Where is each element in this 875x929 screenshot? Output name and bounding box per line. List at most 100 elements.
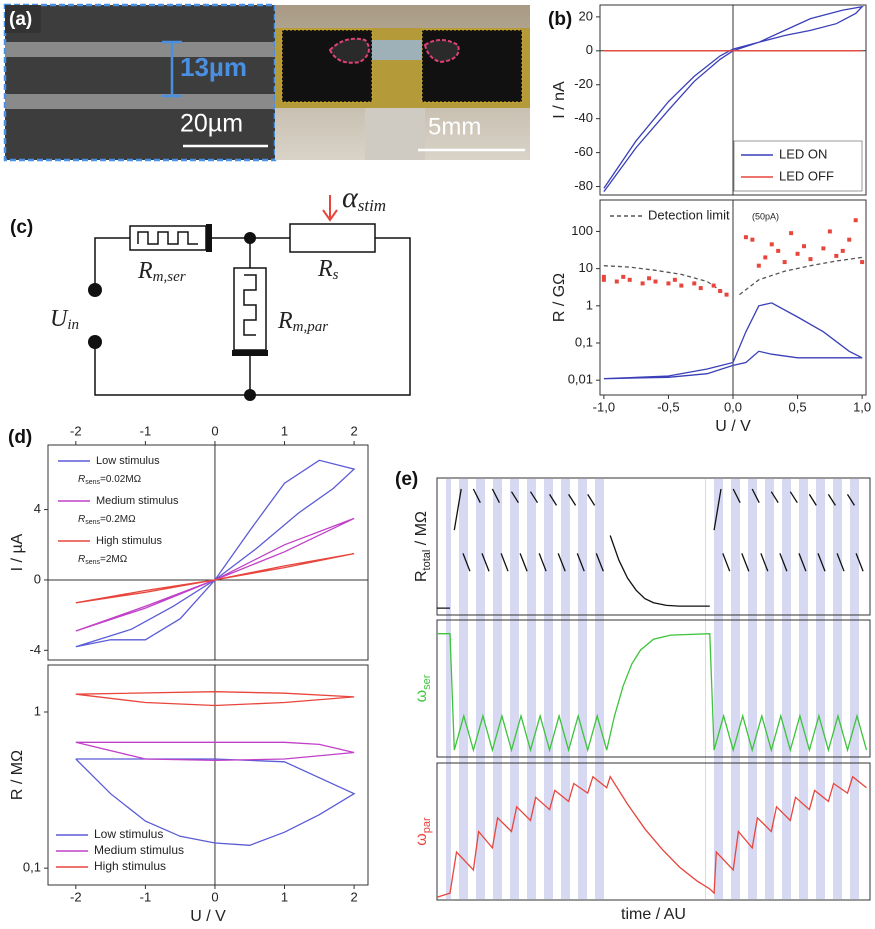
legend-box bbox=[733, 140, 863, 192]
data-line bbox=[75, 691, 355, 707]
data-line bbox=[75, 552, 355, 604]
scale-bar-label: 5mm bbox=[428, 113, 481, 140]
x-tick-label: -2 bbox=[70, 889, 82, 904]
x-tick-label: 1 bbox=[281, 889, 288, 904]
data-point bbox=[840, 248, 845, 253]
x-tick-label: -0,5 bbox=[657, 399, 679, 414]
legend-note: Rsens=2MΩ bbox=[78, 554, 128, 566]
data-point bbox=[763, 255, 768, 260]
plot-frame bbox=[436, 477, 871, 616]
x-tick-label: 2 bbox=[350, 889, 357, 904]
data-line bbox=[603, 302, 863, 380]
x-tick-label: 0 bbox=[211, 889, 218, 904]
data-point bbox=[601, 277, 606, 282]
plot-frame bbox=[47, 664, 369, 886]
data-point bbox=[601, 274, 606, 279]
y-tick-label: 0,1 bbox=[23, 860, 41, 875]
x-tick-label: -1,0 bbox=[593, 399, 615, 414]
y-axis-label: R / MΩ bbox=[9, 750, 26, 800]
stimulus-bands bbox=[446, 479, 606, 899]
y-tick-label: -80 bbox=[574, 178, 593, 193]
data-point bbox=[847, 237, 852, 242]
x-tick-label: 2 bbox=[350, 423, 357, 438]
memristor-label: Rm,par bbox=[277, 308, 328, 336]
legend-label: High stimulus bbox=[94, 859, 166, 873]
y-axis-label: ωser bbox=[413, 674, 433, 702]
y-tick-label: 0 bbox=[586, 42, 593, 57]
data-point bbox=[860, 260, 865, 265]
data-point bbox=[808, 257, 813, 262]
panel-label: (e) bbox=[395, 469, 418, 490]
y-tick-label: 1 bbox=[586, 297, 593, 312]
data-line bbox=[436, 775, 867, 898]
data-point bbox=[853, 218, 858, 223]
data-point bbox=[724, 292, 729, 297]
photo: 5mm bbox=[275, 5, 530, 160]
data-point bbox=[627, 277, 632, 282]
data-point bbox=[666, 281, 671, 286]
legend-label: Low stimulus bbox=[96, 455, 160, 467]
x-tick-label: 0,0 bbox=[724, 399, 742, 414]
y-tick-label: 0,01 bbox=[568, 372, 593, 387]
y-tick-label: -40 bbox=[574, 110, 593, 125]
x-tick-label: -2 bbox=[70, 423, 82, 438]
plot-frame bbox=[436, 762, 871, 901]
y-tick-label: 100 bbox=[571, 223, 593, 238]
data-point bbox=[621, 274, 626, 279]
legend-label: Low stimulus bbox=[94, 827, 163, 841]
y-axis-label: ωpar bbox=[413, 817, 433, 846]
data-line bbox=[437, 633, 868, 753]
plot-frame bbox=[436, 619, 871, 758]
data-point bbox=[653, 279, 658, 284]
circuit: (c) αstim Rs Rm,ser Rm,par Uin bbox=[10, 181, 411, 401]
source-label: Uin bbox=[50, 306, 79, 334]
y-axis-label: R / GΩ bbox=[551, 273, 568, 322]
data-point bbox=[698, 286, 703, 291]
data-point bbox=[782, 260, 787, 265]
data-line bbox=[75, 741, 355, 762]
y-axis-label: Rtotal / MΩ bbox=[413, 511, 433, 582]
x-tick-label: -1 bbox=[140, 423, 152, 438]
legend-label: High stimulus bbox=[96, 535, 163, 547]
data-point bbox=[789, 231, 794, 236]
y-tick-label: 1 bbox=[34, 703, 41, 718]
micrograph: 13µm 20µm (a) bbox=[3, 3, 277, 162]
data-point bbox=[647, 276, 652, 281]
data-point bbox=[692, 281, 697, 286]
gap-width: 13µm bbox=[180, 52, 247, 82]
data-line bbox=[453, 488, 855, 531]
data-point bbox=[769, 242, 774, 247]
scale-bar-label: 20µm bbox=[180, 110, 243, 138]
data-line bbox=[437, 535, 710, 609]
stimulus-bands bbox=[705, 479, 862, 899]
legend-note: Rsens=0.2MΩ bbox=[78, 514, 136, 526]
y-tick-label: 20 bbox=[579, 8, 593, 23]
data-line bbox=[75, 459, 356, 648]
panel-label: (a) bbox=[9, 9, 32, 30]
data-point bbox=[614, 279, 619, 284]
data-point bbox=[802, 244, 807, 249]
panel-label: (b) bbox=[548, 9, 572, 30]
y-tick-label: 0,1 bbox=[575, 334, 593, 349]
x-tick-label: 1 bbox=[281, 423, 288, 438]
panel-label: (c) bbox=[10, 217, 33, 238]
legend-note: (50pA) bbox=[752, 211, 779, 221]
x-tick-label: -1 bbox=[140, 889, 152, 904]
stimulus-label: αstim bbox=[342, 181, 386, 215]
legend-label: LED ON bbox=[779, 146, 827, 161]
x-axis-label: U / V bbox=[190, 908, 226, 925]
data-point bbox=[834, 253, 839, 258]
data-point bbox=[795, 251, 800, 256]
y-tick-label: 0 bbox=[34, 571, 41, 586]
y-axis-label: I / nA bbox=[551, 81, 568, 119]
legend-label: Detection limit bbox=[648, 207, 730, 222]
plot-frame bbox=[47, 444, 369, 661]
y-tick-label: -20 bbox=[574, 76, 593, 91]
data-point bbox=[640, 281, 645, 286]
data-point bbox=[679, 283, 684, 288]
data-line bbox=[75, 758, 356, 846]
resistor-label: Rs bbox=[317, 256, 339, 284]
data-point bbox=[711, 283, 716, 288]
y-axis-label: I / µA bbox=[9, 533, 26, 571]
